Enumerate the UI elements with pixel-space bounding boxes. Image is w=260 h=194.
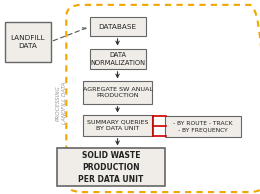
FancyBboxPatch shape: [83, 115, 152, 136]
Text: AGREGATE SW ANUAL
PRODUCTION: AGREGATE SW ANUAL PRODUCTION: [83, 87, 153, 98]
FancyBboxPatch shape: [83, 81, 152, 104]
Text: SOLID WASTE
PRODUCTION
PER DATA UNIT: SOLID WASTE PRODUCTION PER DATA UNIT: [79, 151, 144, 184]
FancyBboxPatch shape: [90, 17, 146, 36]
FancyBboxPatch shape: [90, 48, 146, 69]
Text: SUMMARY QUERIES
BY DATA UNIT: SUMMARY QUERIES BY DATA UNIT: [87, 120, 148, 131]
FancyBboxPatch shape: [165, 116, 240, 137]
Text: DATABASE: DATABASE: [99, 24, 137, 30]
FancyBboxPatch shape: [57, 148, 165, 186]
Text: - BY ROUTE - TRACK
- BY FREQUENCY: - BY ROUTE - TRACK - BY FREQUENCY: [173, 121, 233, 132]
Text: DATA
NORMALIZATION: DATA NORMALIZATION: [90, 52, 145, 66]
Text: PROCESSING
LANDFILL DATA: PROCESSING LANDFILL DATA: [55, 82, 67, 124]
FancyBboxPatch shape: [5, 22, 51, 62]
Text: LANDFILL
DATA: LANDFILL DATA: [11, 35, 45, 49]
